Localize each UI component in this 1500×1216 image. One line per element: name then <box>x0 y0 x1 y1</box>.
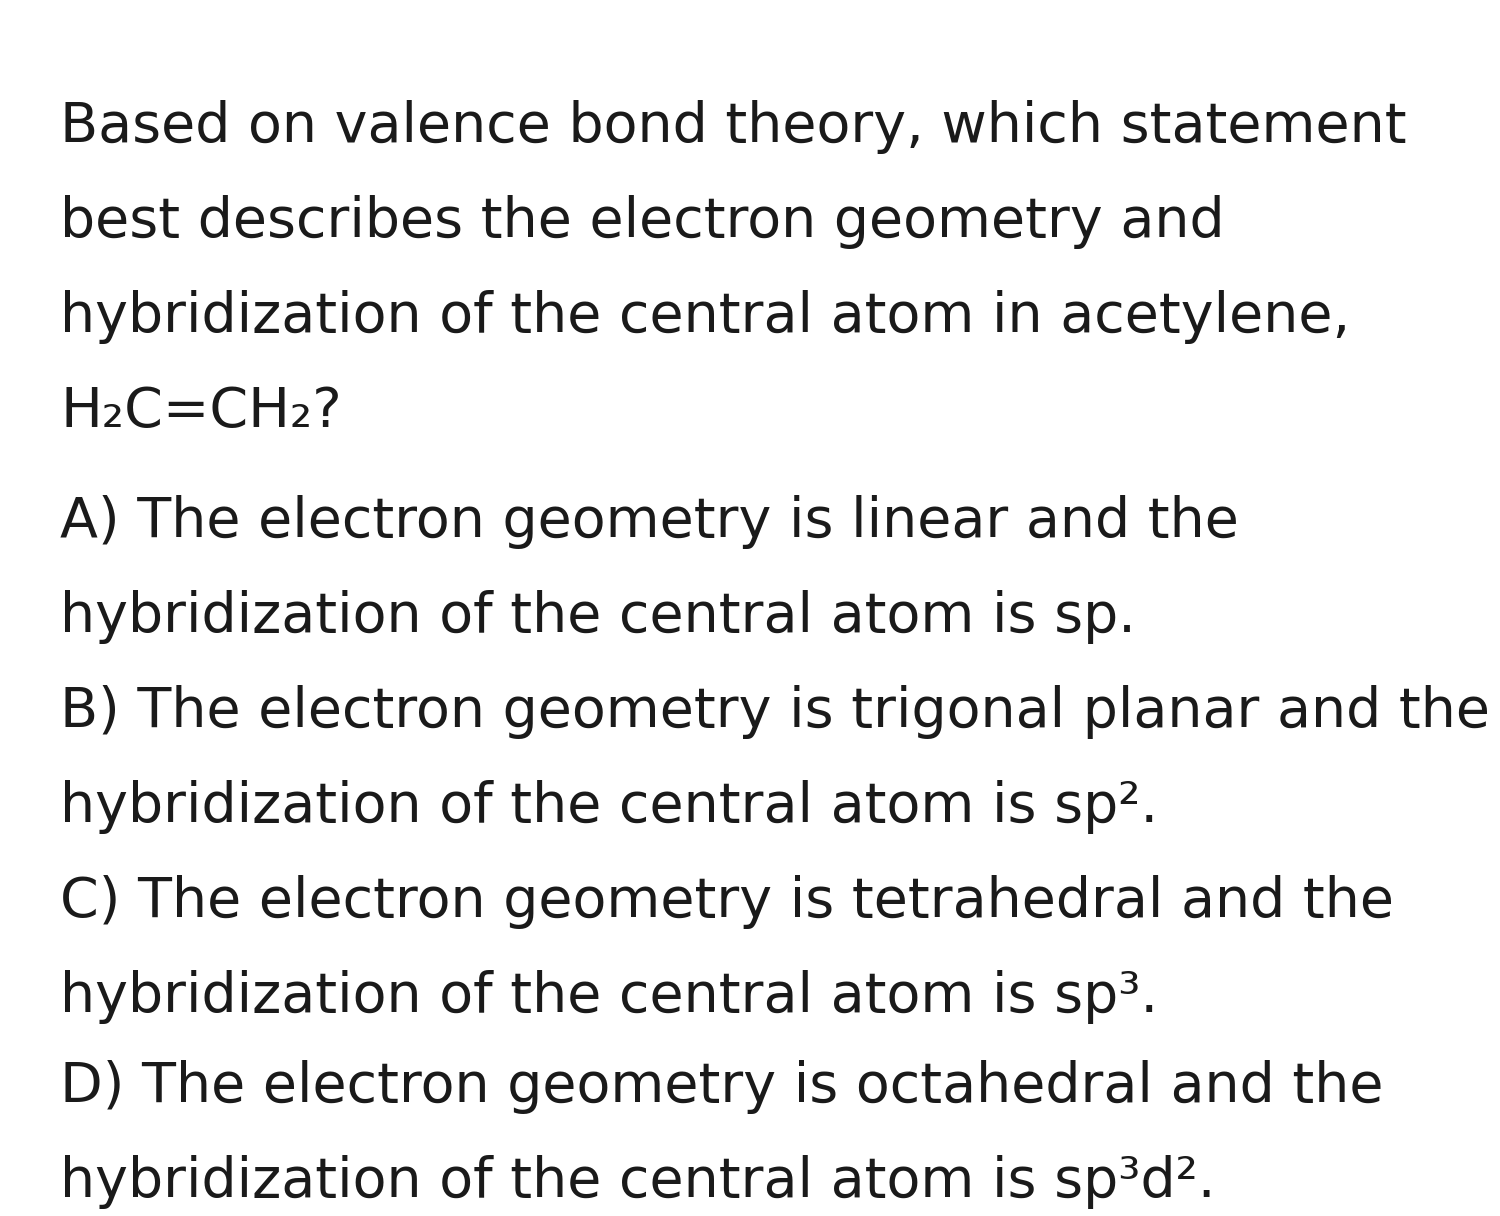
Text: hybridization of the central atom is sp³d².: hybridization of the central atom is sp³… <box>60 1155 1215 1209</box>
Text: best describes the electron geometry and: best describes the electron geometry and <box>60 195 1224 249</box>
Text: A) The electron geometry is linear and the: A) The electron geometry is linear and t… <box>60 495 1239 548</box>
Text: H₂C=CH₂?: H₂C=CH₂? <box>60 385 342 439</box>
Text: Based on valence bond theory, which statement: Based on valence bond theory, which stat… <box>60 100 1407 154</box>
Text: hybridization of the central atom is sp².: hybridization of the central atom is sp²… <box>60 779 1158 834</box>
Text: B) The electron geometry is trigonal planar and the: B) The electron geometry is trigonal pla… <box>60 685 1490 739</box>
Text: D) The electron geometry is octahedral and the: D) The electron geometry is octahedral a… <box>60 1060 1383 1114</box>
Text: hybridization of the central atom is sp³.: hybridization of the central atom is sp³… <box>60 970 1158 1024</box>
Text: C) The electron geometry is tetrahedral and the: C) The electron geometry is tetrahedral … <box>60 876 1394 929</box>
Text: hybridization of the central atom is sp.: hybridization of the central atom is sp. <box>60 590 1136 644</box>
Text: hybridization of the central atom in acetylene,: hybridization of the central atom in ace… <box>60 289 1350 344</box>
